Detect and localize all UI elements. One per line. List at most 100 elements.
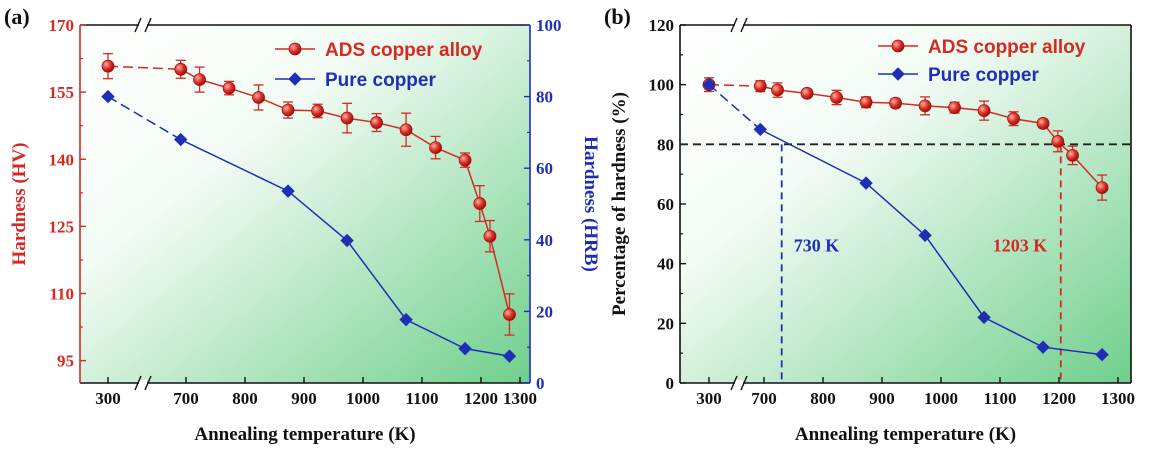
data-point-pure (458, 341, 472, 356)
series-line (180, 138, 510, 357)
x-axis-break-top-slash-2 (144, 17, 152, 33)
data-point-ads (1095, 181, 1109, 194)
x-axis-break-top-slash-1 (730, 17, 738, 33)
y-tick-label: 140 (49, 150, 75, 169)
x-tick-label: 1100 (983, 389, 1016, 408)
y-tick-label: 125 (49, 217, 75, 236)
x-axis-break-top-slash-2 (740, 17, 748, 33)
y-tick-label: 95 (57, 352, 74, 371)
series-line-break-segment (107, 65, 181, 71)
data-point-pure (1095, 347, 1109, 362)
x-axis-break-bottom (730, 375, 748, 391)
x-axis-break-bottom-slash-2 (144, 375, 152, 391)
y-tick-label: 100 (649, 76, 675, 95)
data-point-ads (101, 59, 115, 73)
x-tick-label: 1200 (1042, 389, 1076, 408)
data-point-ads (252, 91, 265, 104)
x-tick-label: 800 (232, 389, 258, 408)
y-tick-label: 120 (649, 16, 675, 35)
data-point-pure (174, 132, 188, 147)
data-point-ads (458, 153, 472, 167)
data-point-ads (193, 73, 206, 86)
x-tick-label: 300 (95, 389, 121, 408)
data-point-ads (311, 104, 324, 118)
y-tick-label: 20 (657, 314, 674, 333)
y-right-tick-label: 80 (536, 88, 553, 107)
data-point-ads (281, 103, 295, 117)
annotation-label: 1203 K (993, 236, 1048, 256)
data-point-pure (1036, 340, 1050, 354)
panel-label: (a) (4, 4, 30, 29)
data-point-ads (222, 81, 236, 95)
y-axis-label-right: Hardness (HRB) (580, 136, 601, 272)
legend-label: ADS copper alloy (928, 37, 1086, 58)
data-point-ads (830, 91, 843, 104)
x-axis-break-top-slash-1 (134, 17, 142, 33)
annotation-label: 730 K (794, 236, 840, 256)
x-axis-break-top-gap (735, 22, 743, 28)
x-tick-label: 300 (696, 389, 722, 408)
data-point-ads (1051, 134, 1065, 148)
plot-background (680, 25, 1131, 383)
data-point-pure (101, 89, 115, 104)
data-point-ads (429, 141, 442, 155)
x-axis-label: Annealing temperature (K) (194, 424, 415, 445)
y-tick-label: 170 (49, 16, 75, 35)
y-tick-label: 60 (657, 195, 674, 214)
data-point-ads (370, 116, 383, 129)
x-axis-break-bottom (134, 375, 152, 391)
data-point-ads (753, 79, 767, 93)
data-point-ads (1066, 148, 1079, 162)
y-tick-label: 80 (657, 135, 674, 154)
series-ads-copper-alloy (101, 52, 516, 336)
x-tick-label: 900 (291, 389, 317, 408)
y-tick-label: 110 (49, 285, 74, 304)
x-tick-label: 800 (810, 389, 836, 408)
x-tick-label: 1000 (346, 389, 380, 408)
y-right-tick-label: 60 (536, 159, 553, 178)
legend-label: Pure copper (325, 70, 436, 91)
x-tick-label: 1300 (1101, 389, 1135, 408)
legend-marker-pure (891, 67, 905, 81)
x-axis-break-bottom-slash-1 (730, 375, 738, 391)
legend-label: Pure copper (928, 65, 1039, 86)
data-point-ads (473, 197, 487, 210)
data-point-pure (702, 77, 716, 92)
x-tick-label: 1000 (924, 389, 958, 408)
y-right-tick-label: 20 (536, 302, 553, 321)
series-pure-copper (101, 89, 517, 363)
legend-label: ADS copper alloy (325, 40, 483, 61)
x-axis-break-bottom-slash-1 (134, 375, 142, 391)
data-point-pure (859, 176, 873, 190)
plot-background (80, 25, 530, 383)
legend: ADS copper alloy Pure copper (275, 40, 483, 91)
data-point-pure (281, 184, 295, 198)
series-line-break-segment (708, 84, 761, 130)
data-point-ads (1007, 112, 1020, 126)
data-point-ads (1036, 117, 1050, 130)
x-axis-label: Annealing temperature (K) (795, 424, 1016, 445)
legend: ADS copper alloy Pure copper (878, 37, 1086, 86)
legend-marker-ads (288, 42, 302, 56)
data-point-pure (502, 349, 517, 363)
series-pure-copper (702, 77, 1109, 362)
y-tick-label: 0 (666, 374, 675, 393)
data-point-ads (918, 99, 932, 113)
x-tick-label: 700 (751, 389, 777, 408)
x-axis-break-bottom-gap (139, 380, 147, 386)
x-tick-label: 900 (869, 389, 895, 408)
data-point-pure (399, 312, 413, 327)
data-point-ads (859, 95, 873, 109)
x-axis-break-top (730, 17, 748, 33)
x-tick-label: 1100 (405, 389, 438, 408)
series-line-break-segment (708, 83, 761, 87)
data-point-ads (948, 101, 961, 115)
y-right-tick-label: 100 (536, 16, 562, 35)
series-line (759, 128, 1103, 356)
panel-label: (b) (604, 4, 631, 29)
y-tick-label: 155 (49, 83, 75, 102)
x-tick-label: 1300 (503, 389, 537, 408)
y-axis-label: Hardness (HV) (9, 143, 30, 266)
